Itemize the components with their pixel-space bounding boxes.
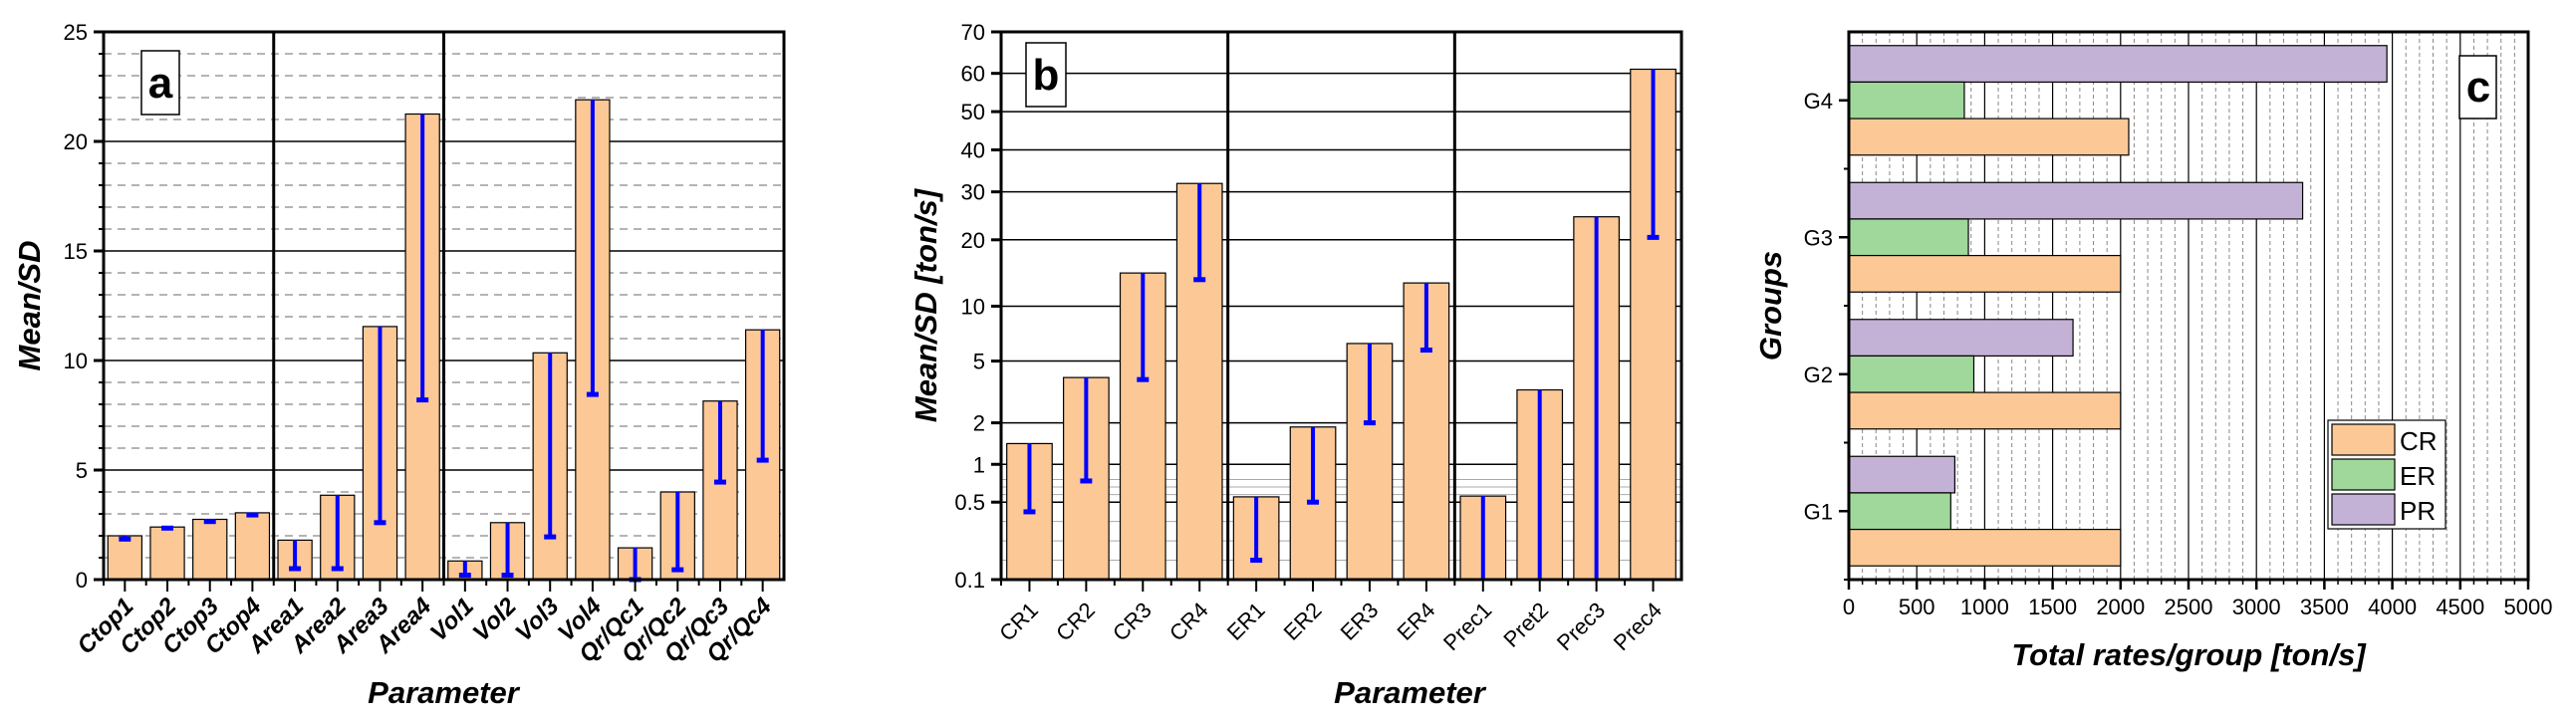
x-tick-label: ER4 (1392, 598, 1439, 645)
bar-cr (1848, 254, 2122, 293)
panel-c-axes: 0 500 1000 1500 2000 2500 3000 3500 4000 4500 5000… (1804, 89, 2553, 619)
x-tick-label: Vol1 (425, 593, 479, 646)
y-tick-label: 5 (76, 458, 88, 483)
x-tick-label: 4000 (2368, 595, 2417, 619)
bar-cr (1848, 118, 2130, 156)
panel-a-bars (107, 99, 781, 583)
x-tick-label: 0 (1843, 595, 1855, 619)
y-tick-label: 50 (961, 100, 985, 124)
y-tick-label: 10 (961, 294, 985, 319)
panel-b-xlabel: Parameter (1334, 675, 1487, 710)
panel-a-label: a (148, 59, 173, 108)
x-tick-label: 4500 (2436, 595, 2484, 619)
bar-er (1848, 81, 1965, 120)
x-tick-label: ER2 (1279, 598, 1327, 645)
y-tick-label: 60 (961, 62, 985, 87)
y-tick-label: G2 (1804, 362, 1833, 387)
x-tick-label: 1000 (1960, 595, 2009, 619)
bar (192, 518, 228, 581)
x-tick-label: ER3 (1336, 598, 1384, 645)
legend-swatch-cr (2331, 423, 2396, 456)
x-tick-label: Prec1 (1438, 598, 1496, 655)
panel-c-label: c (2466, 63, 2490, 112)
x-tick-label: CR4 (1164, 598, 1213, 646)
legend-label-pr: PR (2400, 496, 2436, 526)
x-tick-label: 2000 (2096, 595, 2145, 619)
x-tick-label: CR3 (1108, 598, 1157, 646)
panel-a: 0510152025Ctop1Ctop2Ctop3Ctop4Area1Area2… (12, 20, 786, 710)
y-tick-label: 70 (961, 20, 985, 45)
x-tick-label: 5000 (2504, 595, 2553, 619)
panel-b-ylabel: Mean/SD [ton/s] (908, 187, 943, 422)
panel-a-ylabel: Mean/SD (12, 241, 47, 371)
panel-b-label: b (1033, 51, 1060, 100)
y-tick-label: 5 (973, 350, 985, 374)
y-tick-label: G1 (1804, 499, 1833, 524)
bar-cr (1848, 528, 2122, 567)
y-tick-label: 25 (64, 20, 88, 45)
panel-c-ylabel: Groups (1753, 251, 1788, 361)
bar-pr (1848, 45, 2388, 84)
x-tick-label: Pret2 (1498, 598, 1553, 652)
x-tick-label: 3000 (2232, 595, 2281, 619)
y-tick-label: 2 (973, 411, 985, 436)
bar-pr (1848, 181, 2304, 220)
panel-a-xlabel: Parameter (368, 675, 521, 710)
x-tick-label: ER1 (1222, 598, 1270, 645)
x-tick-label: Vol2 (467, 593, 522, 647)
y-tick-label: 20 (961, 228, 985, 253)
bar-pr (1848, 319, 2074, 358)
panel-c: 0 500 1000 1500 2000 2500 3000 3500 4000 4500 5000… (1753, 30, 2553, 672)
x-tick-label: Prec3 (1552, 598, 1610, 655)
panel-a-label-box (140, 50, 180, 116)
x-tick-label: CR2 (1051, 598, 1100, 646)
x-tick-label: 3500 (2300, 595, 2349, 619)
panel-a-grid (104, 32, 784, 580)
y-tick-label: G4 (1804, 89, 1833, 114)
y-tick-label: 10 (64, 349, 88, 373)
y-tick-label: 15 (64, 239, 88, 264)
bar-er (1848, 218, 1969, 257)
panel-c-bars (1848, 45, 2388, 567)
x-tick-label: CR1 (994, 598, 1043, 646)
bar-cr (1848, 391, 2122, 430)
legend-swatch-er (2331, 458, 2396, 491)
panel-c-label-box (2458, 55, 2497, 120)
legend-label-er: ER (2400, 461, 2436, 491)
x-tick-label: 500 (1899, 595, 1935, 619)
y-tick-label: 1 (973, 452, 985, 477)
x-tick-label: 1500 (2028, 595, 2077, 619)
legend-swatch-pr (2331, 493, 2396, 526)
bar (107, 535, 143, 581)
y-tick-label: 30 (961, 180, 985, 205)
y-tick-label: 0 (76, 568, 88, 593)
y-tick-label: 0.1 (954, 568, 985, 593)
bar (234, 512, 271, 581)
bar (149, 526, 185, 581)
legend-label-cr: CR (2400, 426, 2438, 456)
panel-b-bars (1006, 68, 1676, 581)
x-tick-label: 2500 (2165, 595, 2213, 619)
bar-pr (1848, 455, 1955, 494)
y-tick-label: G3 (1804, 225, 1833, 250)
legend: CR ER PR (2327, 419, 2447, 530)
panel-b-grid (1001, 32, 1681, 580)
x-tick-label: Vol3 (510, 593, 565, 647)
x-tick-label: Prec4 (1609, 598, 1667, 655)
y-tick-label: 40 (961, 138, 985, 163)
panel-c-xlabel: Total rates/group [ton/s] (2011, 637, 2367, 672)
bar-er (1848, 355, 1975, 393)
bar-er (1848, 492, 1951, 531)
y-tick-label: 20 (64, 129, 88, 154)
panel-b-label-box (1025, 42, 1067, 108)
y-tick-label: 0.5 (954, 490, 985, 515)
